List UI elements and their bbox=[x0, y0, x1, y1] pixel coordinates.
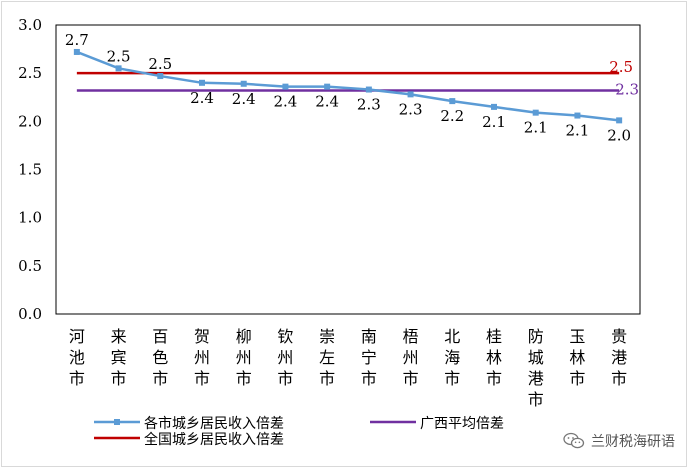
data-point bbox=[491, 103, 497, 110]
x-tick-label: 北 bbox=[444, 327, 460, 346]
x-tick-label: 市 bbox=[277, 369, 293, 388]
x-tick-label: 南 bbox=[361, 327, 377, 346]
x-tick-label: 玉 bbox=[569, 327, 585, 346]
legend-guangxi-avg-label: 广西平均倍差 bbox=[420, 416, 504, 432]
data-point bbox=[616, 117, 623, 124]
x-tick-label: 防 bbox=[528, 327, 544, 346]
national-data-label: 2.5 bbox=[609, 58, 633, 76]
x-tick-label: 桂 bbox=[486, 327, 502, 346]
y-tick-label: 1.0 bbox=[18, 209, 42, 227]
x-tick-label: 市 bbox=[236, 369, 252, 388]
data-point bbox=[115, 65, 122, 72]
x-tick-label: 市 bbox=[319, 369, 335, 388]
guangxi-avg-data-label: 2.3 bbox=[615, 81, 639, 99]
x-tick-label: 市 bbox=[69, 369, 85, 388]
x-tick-label: 贵 bbox=[611, 327, 627, 346]
x-tick-label: 河 bbox=[69, 327, 85, 346]
data-label: 2.1 bbox=[482, 113, 506, 131]
x-tick-label: 色 bbox=[152, 348, 168, 367]
x-tick-label: 市 bbox=[403, 369, 419, 388]
data-label: 2.1 bbox=[565, 122, 589, 140]
data-label: 2.5 bbox=[148, 55, 172, 73]
x-tick-label: 左 bbox=[319, 348, 335, 367]
data-label: 2.4 bbox=[315, 93, 339, 111]
legend-cities-marker bbox=[114, 419, 120, 425]
x-tick-label: 池 bbox=[69, 348, 85, 367]
x-tick-label: 崇 bbox=[319, 327, 335, 346]
x-tick-label: 城 bbox=[528, 348, 544, 367]
x-tick-label: 港 bbox=[611, 348, 627, 367]
data-point bbox=[157, 73, 164, 80]
watermark: 兰财税海研语 bbox=[563, 431, 675, 451]
legend-cities-label: 各市城乡居民收入倍差 bbox=[144, 415, 284, 432]
data-point bbox=[324, 83, 331, 90]
plot-area bbox=[55, 24, 641, 315]
watermark-text: 兰财税海研语 bbox=[591, 434, 675, 450]
data-label: 2.5 bbox=[107, 47, 131, 65]
y-tick-label: 2.0 bbox=[18, 112, 42, 130]
x-tick-label: 来 bbox=[111, 327, 127, 346]
data-point bbox=[449, 98, 456, 105]
x-tick-label: 市 bbox=[569, 369, 585, 388]
x-tick-label: 林 bbox=[569, 348, 585, 367]
data-point bbox=[199, 79, 205, 86]
y-tick-label: 3.0 bbox=[18, 16, 42, 34]
series-cities-line bbox=[76, 50, 620, 122]
x-tick-label: 柳 bbox=[236, 327, 252, 346]
x-tick-label: 宾 bbox=[111, 348, 127, 367]
x-tick-label: 梧 bbox=[403, 327, 419, 346]
data-point bbox=[240, 80, 247, 87]
data-label: 2.4 bbox=[273, 93, 297, 111]
data-label: 2.7 bbox=[65, 31, 89, 49]
data-label: 2.3 bbox=[399, 100, 423, 118]
data-label: 2.3 bbox=[357, 96, 381, 114]
x-tick-label: 市 bbox=[611, 369, 627, 388]
data-label: 2.4 bbox=[190, 89, 214, 107]
y-tick-label: 2.5 bbox=[18, 64, 42, 82]
data-point bbox=[282, 83, 289, 90]
x-tick-label: 钦 bbox=[277, 327, 293, 346]
x-tick-label: 贺 bbox=[194, 327, 210, 346]
data-point bbox=[532, 109, 539, 116]
x-tick-label: 州 bbox=[403, 348, 419, 367]
data-label: 2.1 bbox=[524, 119, 548, 137]
x-tick-label: 市 bbox=[486, 369, 502, 388]
x-tick-label: 州 bbox=[194, 348, 210, 367]
data-label: 2.0 bbox=[607, 126, 631, 144]
x-tick-label: 市 bbox=[111, 369, 127, 388]
data-point bbox=[574, 112, 581, 119]
x-tick-label: 州 bbox=[277, 348, 293, 367]
y-tick-label: 0.5 bbox=[18, 257, 42, 275]
y-tick-label: 1.5 bbox=[18, 161, 42, 179]
data-point bbox=[365, 86, 372, 93]
x-tick-label: 林 bbox=[486, 348, 502, 367]
x-tick-label: 市 bbox=[361, 369, 377, 388]
x-tick-label: 海 bbox=[444, 348, 460, 367]
x-tick-label: 州 bbox=[236, 348, 252, 367]
x-tick-label: 港 bbox=[528, 369, 544, 388]
x-tick-label: 市 bbox=[444, 369, 460, 388]
data-label: 2.2 bbox=[440, 107, 464, 125]
data-point bbox=[73, 48, 80, 55]
data-label: 2.4 bbox=[232, 90, 256, 108]
x-tick-label: 市 bbox=[152, 369, 168, 388]
x-tick-label: 市 bbox=[194, 369, 210, 388]
wechat-icon bbox=[563, 432, 585, 449]
x-tick-label: 市 bbox=[528, 390, 544, 409]
y-tick-label: 0.0 bbox=[18, 305, 42, 323]
data-point bbox=[407, 91, 414, 98]
legend-national-label: 全国城乡居民收入倍差 bbox=[144, 431, 284, 448]
x-tick-label: 宁 bbox=[361, 348, 377, 367]
x-tick-label: 百 bbox=[152, 327, 168, 346]
